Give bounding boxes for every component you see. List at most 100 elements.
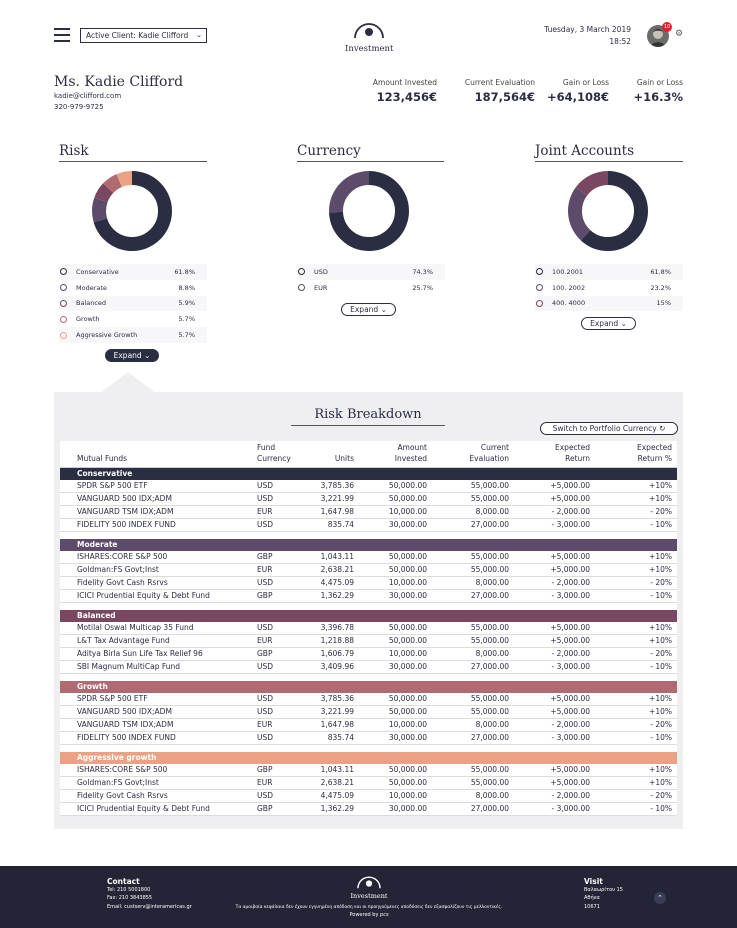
donut-segment[interactable] bbox=[329, 171, 409, 251]
table-row[interactable]: L&T Tax Advantage Fund EUR 1,218.88 50,000.… bbox=[60, 635, 677, 648]
legend-dot bbox=[536, 299, 543, 307]
menu-icon[interactable] bbox=[54, 28, 70, 42]
table-row[interactable]: Fidelity Govt Cash Rsrvs USD 4,475.09 10,00… bbox=[60, 577, 677, 590]
risk-breakdown-title: Risk Breakdown bbox=[291, 407, 445, 426]
table-row[interactable]: Goldman:FS Govt;Inst EUR 2,638.21 50,000.00… bbox=[60, 777, 677, 790]
table-row[interactable]: Goldman:FS Govt;Inst EUR 2,638.21 50,000.00… bbox=[60, 564, 677, 577]
cell-current: 27,000.00 bbox=[470, 662, 509, 671]
cell-expected: +5,000.00 bbox=[550, 636, 590, 645]
joint-expand-button[interactable]: Expand ⌄ bbox=[581, 317, 636, 330]
cell-currency: GBP bbox=[257, 765, 273, 774]
footer-tel: Tel: 210 5001800 bbox=[107, 887, 151, 893]
legend-item: Balanced 5.9% bbox=[59, 295, 207, 312]
cell-expected: +5,000.00 bbox=[550, 565, 590, 574]
cell-current: 27,000.00 bbox=[470, 591, 509, 600]
stat-label: Current Evaluation bbox=[464, 78, 535, 87]
col-label: Fund bbox=[257, 443, 276, 452]
table-row[interactable]: VANGUARD 500 IDX;ADM USD 3,221.99 50,000.00… bbox=[60, 493, 677, 506]
cell-currency: EUR bbox=[257, 507, 273, 516]
notification-badge[interactable]: 10 bbox=[662, 22, 672, 32]
footer-logo[interactable]: Investment bbox=[345, 874, 393, 900]
stat-value: +16.3% bbox=[633, 90, 683, 104]
client-selector[interactable]: Active Client: Kadie Clifford ⌄ bbox=[80, 28, 207, 43]
cell-amount: 50,000.00 bbox=[388, 765, 427, 774]
cell-expected-pct: +10% bbox=[649, 636, 672, 645]
client-email[interactable]: kadie@clifford.com bbox=[54, 92, 122, 100]
table-row[interactable]: ICICI Prudential Equity & Debt Fund GBP 1,… bbox=[60, 590, 677, 603]
risk-expand-button[interactable]: Expand ⌄ bbox=[105, 349, 159, 362]
col-amount-invested: Amount Invested bbox=[395, 442, 427, 464]
group-spacer bbox=[60, 532, 677, 539]
donut-segment[interactable] bbox=[568, 171, 648, 251]
table-row[interactable]: VANGUARD 500 IDX;ADM USD 3,221.99 50,000.00… bbox=[60, 706, 677, 719]
logo[interactable]: Investment bbox=[345, 20, 393, 54]
cell-units: 1,647.98 bbox=[320, 507, 354, 516]
table-row[interactable]: VANGUARD TSM IDX;ADM EUR 1,647.98 10,000.00… bbox=[60, 719, 677, 732]
legend-pct: 5.7% bbox=[178, 331, 195, 340]
donut-segment[interactable] bbox=[92, 171, 172, 251]
legend-dot bbox=[536, 268, 543, 276]
cell-units: 1,647.98 bbox=[320, 720, 354, 729]
donut-segment[interactable] bbox=[92, 171, 172, 251]
legend-pct: 5.9% bbox=[178, 299, 195, 308]
legend-pct: 5.7% bbox=[178, 315, 195, 324]
cell-expected-pct: - 10% bbox=[650, 733, 672, 742]
cell-amount: 50,000.00 bbox=[388, 565, 427, 574]
cell-fund: VANGUARD TSM IDX;ADM bbox=[77, 720, 174, 729]
cell-current: 55,000.00 bbox=[470, 636, 509, 645]
cell-expected: - 3,000.00 bbox=[551, 591, 591, 600]
scroll-top-button[interactable]: ⌃ bbox=[654, 892, 666, 904]
cell-units: 1,218.88 bbox=[320, 636, 354, 645]
cell-amount: 50,000.00 bbox=[388, 552, 427, 561]
donut-segment[interactable] bbox=[568, 171, 648, 251]
cell-fund: SBI Magnum MultiCap Fund bbox=[77, 662, 181, 671]
cell-currency: USD bbox=[257, 694, 274, 703]
group-spacer bbox=[60, 674, 677, 681]
cell-expected: - 3,000.00 bbox=[551, 662, 591, 671]
table-row[interactable]: ISHARES:CORE S&P 500 GBP 1,043.11 50,000.00… bbox=[60, 764, 677, 777]
table-row[interactable]: Motilal Oswal Multicap 35 Fund USD 3,396.7… bbox=[60, 622, 677, 635]
cell-amount: 50,000.00 bbox=[388, 707, 427, 716]
client-selector-label: Active Client: Kadie Clifford bbox=[86, 31, 189, 40]
stat-current-evaluation: Current Evaluation 187,564€ bbox=[465, 78, 535, 104]
table-row[interactable]: Fidelity Govt Cash Rsrvs USD 4,475.09 10,00… bbox=[60, 790, 677, 803]
risk-donut bbox=[92, 171, 172, 251]
table-row[interactable]: SPDR S&P 500 ETF USD 3,785.36 50,000.00 55,0… bbox=[60, 693, 677, 706]
cell-amount: 30,000.00 bbox=[388, 520, 427, 529]
refresh-icon: ↻ bbox=[659, 424, 666, 433]
cell-amount: 30,000.00 bbox=[388, 804, 427, 813]
cell-amount: 50,000.00 bbox=[388, 481, 427, 490]
col-label: Expected bbox=[555, 443, 590, 452]
table-header: Mutual Funds Fund Currency Units Amount In… bbox=[60, 441, 677, 468]
table-row[interactable]: ICICI Prudential Equity & Debt Fund GBP 1,… bbox=[60, 803, 677, 816]
logo-icon bbox=[354, 23, 384, 39]
chevron-up-icon: ⌃ bbox=[657, 894, 663, 902]
cell-currency: EUR bbox=[257, 565, 273, 574]
cell-amount: 10,000.00 bbox=[388, 578, 427, 587]
cell-currency: USD bbox=[257, 623, 274, 632]
cell-expected-pct: +10% bbox=[649, 707, 672, 716]
footer-email[interactable]: Email: custserv@interamericas.gr bbox=[107, 904, 192, 910]
col-mutual-funds: Mutual Funds bbox=[77, 454, 128, 463]
table-row[interactable]: SBI Magnum MultiCap Fund USD 3,409.96 30,00… bbox=[60, 661, 677, 674]
switch-currency-button[interactable]: Switch to Portfolio Currency ↻ bbox=[540, 422, 678, 435]
table-row[interactable]: FIDELITY 500 INDEX FUND USD 835.74 30,000.0… bbox=[60, 519, 677, 532]
table-row[interactable]: VANGUARD TSM IDX;ADM EUR 1,647.98 10,000.00… bbox=[60, 506, 677, 519]
col-units: Units bbox=[334, 454, 354, 463]
table-row[interactable]: Aditya Birla Sun Life Tax Relief 96 GBP 1,… bbox=[60, 648, 677, 661]
cell-expected-pct: - 10% bbox=[650, 804, 672, 813]
legend-label: EUR bbox=[314, 283, 328, 292]
cell-fund: Goldman:FS Govt;Inst bbox=[77, 778, 159, 787]
footer: Contact Tel: 210 5001800 Fax: 210 384385… bbox=[0, 866, 737, 928]
table-row[interactable]: ISHARES:CORE S&P 500 GBP 1,043.11 50,000.00… bbox=[60, 551, 677, 564]
cell-amount: 50,000.00 bbox=[388, 494, 427, 503]
legend-dot bbox=[60, 331, 67, 339]
cell-amount: 50,000.00 bbox=[388, 694, 427, 703]
currency-expand-button[interactable]: Expand ⌄ bbox=[341, 303, 396, 316]
legend-pct: 61.8% bbox=[174, 267, 195, 276]
table-row[interactable]: SPDR S&P 500 ETF USD 3,785.36 50,000.00 55,0… bbox=[60, 480, 677, 493]
cell-fund: FIDELITY 500 INDEX FUND bbox=[77, 733, 176, 742]
table-row[interactable]: FIDELITY 500 INDEX FUND USD 835.74 30,000.0… bbox=[60, 732, 677, 745]
cell-expected: - 2,000.00 bbox=[551, 649, 591, 658]
gear-icon[interactable]: ⚙ bbox=[675, 29, 684, 39]
